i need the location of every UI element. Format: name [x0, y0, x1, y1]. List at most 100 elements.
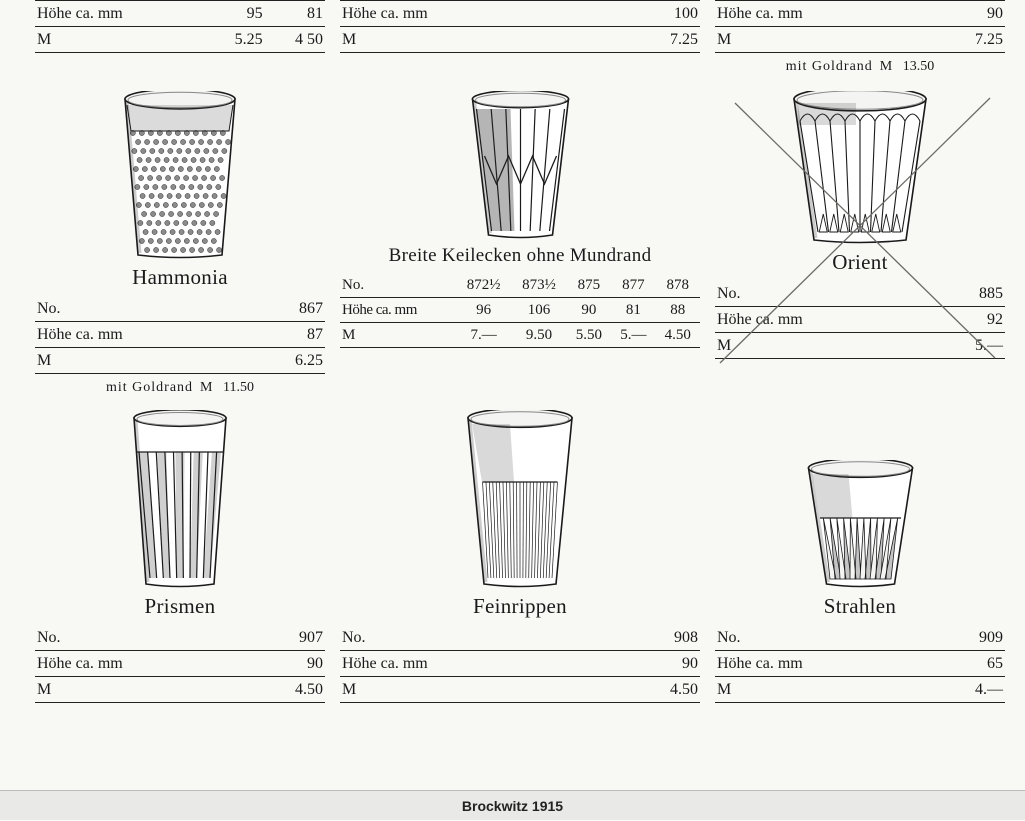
- footer-caption: Brockwitz 1915: [0, 790, 1025, 820]
- height-value: 96: [456, 298, 511, 323]
- spec-table: No. 907 Höhe ca. mm 90 M 4.50: [35, 625, 325, 703]
- glass-icon: [125, 410, 235, 590]
- price-value: 4.—: [929, 677, 1005, 703]
- no-label: No.: [340, 273, 456, 298]
- price-label: M: [715, 677, 929, 703]
- price-value: 7.25: [929, 27, 1005, 53]
- item-name: Strahlen: [715, 594, 1005, 619]
- height-value: 100: [605, 1, 700, 27]
- price-value: 7.—: [456, 323, 511, 348]
- spec-table: No. 908 Höhe ca. mm 90 M 4.50: [340, 625, 700, 703]
- item-name: Breite Keilecken ohne Mundrand: [340, 245, 700, 267]
- spec-table: No. 867 Höhe ca. mm 87 M 6.25: [35, 296, 325, 374]
- price-label: M: [340, 677, 605, 703]
- no-value: 907: [249, 625, 325, 651]
- price-label: M: [340, 27, 605, 53]
- goldrand-m: M: [880, 59, 892, 74]
- no-label: No.: [715, 625, 929, 651]
- spec-table: Höhe ca. mm 90 M 7.25: [715, 0, 1005, 53]
- height-value: 90: [605, 651, 700, 677]
- price-value: 4 50: [265, 27, 325, 53]
- price-value: 4.50: [605, 677, 700, 703]
- spec-table: Höhe ca. mm 100 M 7.25: [340, 0, 700, 53]
- height-label: Höhe ca. mm: [715, 307, 929, 333]
- height-label: Höhe ca. mm: [35, 651, 249, 677]
- height-label: Höhe ca. mm: [35, 1, 204, 27]
- glass-icon: [803, 460, 918, 590]
- item-keilecken: Breite Keilecken ohne Mundrand No. 872½ …: [340, 83, 700, 400]
- height-label: Höhe ca. mm: [715, 651, 929, 677]
- price-value: 4.50: [656, 323, 700, 348]
- price-label: M: [35, 348, 249, 374]
- price-label: M: [35, 27, 204, 53]
- glass-illustration: [340, 91, 700, 241]
- item-orient: Orient No. 885 Höhe ca. mm 92 M 5.—: [715, 83, 1005, 400]
- no-value: 878: [656, 273, 700, 298]
- glass-icon: [785, 91, 935, 246]
- no-value: 875: [567, 273, 611, 298]
- no-value: 873½: [511, 273, 566, 298]
- glass-illustration: [35, 410, 325, 590]
- height-label: Höhe ca. mm: [340, 1, 605, 27]
- no-value: 872½: [456, 273, 511, 298]
- glass-illustration: [35, 91, 325, 261]
- item-prismen: Prismen No. 907 Höhe ca. mm 90 M 4.50: [35, 402, 325, 703]
- item-name: Feinrippen: [340, 594, 700, 619]
- price-label: M: [715, 333, 929, 359]
- top-right-fragment: Höhe ca. mm 90 M 7.25 mit Goldrand M 13.…: [715, 0, 1005, 79]
- price-value: 9.50: [511, 323, 566, 348]
- height-label: Höhe ca. mm: [340, 298, 456, 323]
- spec-table: No. 885 Höhe ca. mm 92 M 5.—: [715, 281, 1005, 359]
- no-value: 908: [605, 625, 700, 651]
- item-name: Prismen: [35, 594, 325, 619]
- glass-illustration: [340, 410, 700, 590]
- no-label: No.: [715, 281, 929, 307]
- height-label: Höhe ca. mm: [340, 651, 605, 677]
- height-label: Höhe ca. mm: [715, 1, 929, 27]
- height-value: 87: [249, 322, 325, 348]
- height-value: 95: [204, 1, 264, 27]
- price-value: 6.25: [249, 348, 325, 374]
- item-hammonia: Hammonia No. 867 Höhe ca. mm 87 M 6.25 m…: [35, 83, 325, 400]
- goldrand-price: 13.50: [903, 59, 935, 74]
- height-value: 106: [511, 298, 566, 323]
- goldrand-line: mit Goldrand M 11.50: [35, 374, 325, 400]
- no-value: 909: [929, 625, 1005, 651]
- glass-icon: [460, 410, 580, 590]
- height-label: Höhe ca. mm: [35, 322, 249, 348]
- bottom-row: Prismen No. 907 Höhe ca. mm 90 M 4.50 Fe…: [35, 402, 990, 703]
- top-center-fragment: Höhe ca. mm 100 M 7.25: [340, 0, 700, 79]
- glass-illustration: [715, 410, 1005, 590]
- no-label: No.: [340, 625, 605, 651]
- height-value: 65: [929, 651, 1005, 677]
- price-value: 5.50: [567, 323, 611, 348]
- price-value: 4.50: [249, 677, 325, 703]
- height-value: 90: [567, 298, 611, 323]
- top-partial-row: Höhe ca. mm 95 81 M 5.25 4 50 Höhe ca. m…: [35, 0, 990, 79]
- top-left-fragment: Höhe ca. mm 95 81 M 5.25 4 50: [35, 0, 325, 79]
- no-value: 867: [249, 296, 325, 322]
- spec-table: No. 909 Höhe ca. mm 65 M 4.—: [715, 625, 1005, 703]
- item-name: Orient: [715, 250, 1005, 275]
- goldrand-line: mit Goldrand M 13.50: [715, 53, 1005, 79]
- glass-icon: [463, 91, 578, 241]
- no-value: 877: [611, 273, 655, 298]
- goldrand-price: 11.50: [223, 380, 254, 395]
- glass-icon: [115, 91, 245, 261]
- glass-illustration: [715, 91, 1005, 246]
- price-value: 5.—: [611, 323, 655, 348]
- price-value: 5.25: [204, 27, 264, 53]
- no-label: No.: [35, 625, 249, 651]
- height-value: 81: [611, 298, 655, 323]
- goldrand-prefix: mit Goldrand: [786, 59, 873, 74]
- price-label: M: [35, 677, 249, 703]
- item-feinrippen: Feinrippen No. 908 Höhe ca. mm 90 M 4.50: [340, 402, 700, 703]
- no-value: 885: [929, 281, 1005, 307]
- goldrand-prefix: mit Goldrand: [106, 380, 193, 395]
- price-label: M: [340, 323, 456, 348]
- spec-table: No. 872½ 873½ 875 877 878 Höhe ca. mm 96…: [340, 273, 700, 348]
- height-value: 90: [249, 651, 325, 677]
- height-value: 81: [265, 1, 325, 27]
- goldrand-m: M: [200, 380, 212, 395]
- item-name: Hammonia: [35, 265, 325, 290]
